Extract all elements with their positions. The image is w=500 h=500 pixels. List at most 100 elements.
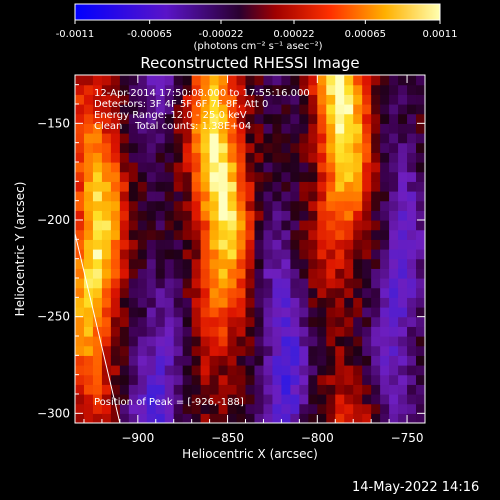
heatmap-cell bbox=[191, 258, 202, 269]
heatmap-cell bbox=[236, 297, 247, 308]
heatmap-cell bbox=[75, 210, 85, 221]
heatmap-cell bbox=[326, 403, 336, 414]
heatmap-cell bbox=[137, 394, 148, 405]
heatmap-cell bbox=[272, 365, 283, 376]
heatmap-cell bbox=[380, 162, 390, 173]
heatmap-cell bbox=[200, 336, 211, 347]
heatmap-cell bbox=[92, 316, 103, 327]
heatmap-cell bbox=[326, 413, 336, 423]
heatmap-cell bbox=[263, 133, 274, 144]
heatmap-cell bbox=[380, 316, 390, 327]
heatmap-cell bbox=[236, 403, 247, 414]
heatmap-cell bbox=[398, 123, 408, 134]
heatmap-cell bbox=[92, 365, 103, 376]
heatmap-cell bbox=[137, 316, 148, 327]
heatmap-cell bbox=[218, 181, 229, 192]
heatmap-cell bbox=[407, 162, 417, 173]
heatmap-cell bbox=[263, 394, 274, 405]
heatmap-cell bbox=[254, 374, 265, 385]
heatmap-cell bbox=[254, 94, 265, 105]
heatmap-cell bbox=[371, 297, 381, 308]
heatmap-cell bbox=[290, 394, 300, 405]
heatmap-cell bbox=[227, 152, 238, 163]
heatmap-cell bbox=[344, 210, 354, 221]
heatmap-cell bbox=[227, 181, 238, 192]
heatmap-cell bbox=[101, 326, 112, 337]
heatmap-cell bbox=[119, 113, 130, 124]
heatmap-cell bbox=[335, 200, 345, 211]
heatmap-cell bbox=[281, 75, 291, 86]
heatmap-cell bbox=[416, 336, 425, 347]
heatmap-cell bbox=[416, 403, 425, 414]
heatmap-cell bbox=[119, 336, 130, 347]
heatmap-cell bbox=[416, 220, 425, 231]
heatmap-cell bbox=[362, 336, 372, 347]
heatmap-cell bbox=[182, 413, 193, 423]
heatmap-cell bbox=[362, 374, 372, 385]
heatmap-cell bbox=[308, 94, 318, 105]
heatmap-cell bbox=[155, 278, 166, 289]
heatmap-cell bbox=[344, 200, 354, 211]
heatmap-cell bbox=[245, 200, 256, 211]
heatmap-cell bbox=[299, 307, 309, 318]
heatmap-cell bbox=[209, 229, 220, 240]
heatmap-cell bbox=[308, 113, 318, 124]
heatmap-cell bbox=[362, 171, 372, 182]
heatmap-cell bbox=[245, 181, 256, 192]
heatmap-cell bbox=[92, 374, 103, 385]
heatmap-cell bbox=[110, 113, 121, 124]
heatmap-cell bbox=[389, 326, 399, 337]
heatmap-cell bbox=[137, 326, 148, 337]
heatmap-cell bbox=[137, 75, 148, 86]
heatmap-cell bbox=[236, 413, 247, 423]
heatmap-cell bbox=[128, 384, 139, 395]
heatmap-cell bbox=[389, 113, 399, 124]
heatmap-cell bbox=[245, 162, 256, 173]
heatmap-cell bbox=[173, 413, 184, 423]
heatmap-cell bbox=[209, 307, 220, 318]
heatmap-cell bbox=[398, 113, 408, 124]
heatmap-cell bbox=[173, 326, 184, 337]
heatmap-cell bbox=[101, 152, 112, 163]
heatmap-cell bbox=[299, 75, 309, 86]
x-tick-label: −750 bbox=[391, 431, 424, 445]
y-tick-label: −250 bbox=[37, 310, 70, 324]
heatmap-cell bbox=[353, 403, 363, 414]
heatmap-cell bbox=[398, 278, 408, 289]
heatmap-cell bbox=[218, 336, 229, 347]
heatmap-cell bbox=[155, 403, 166, 414]
heatmap-cell bbox=[407, 413, 417, 423]
heatmap-cell bbox=[362, 191, 372, 202]
heatmap-cell bbox=[353, 210, 363, 221]
heatmap-cell bbox=[371, 394, 381, 405]
heatmap-cell bbox=[101, 123, 112, 134]
heatmap-cell bbox=[110, 123, 121, 134]
heatmap-cell bbox=[92, 394, 103, 405]
heatmap-cell bbox=[371, 268, 381, 279]
heatmap-cell bbox=[209, 181, 220, 192]
heatmap-cell bbox=[191, 365, 202, 376]
heatmap-cell bbox=[407, 326, 417, 337]
heatmap-cell bbox=[290, 316, 300, 327]
heatmap-cell bbox=[155, 84, 166, 95]
heatmap-cell bbox=[83, 374, 94, 385]
heatmap-cell bbox=[326, 297, 336, 308]
heatmap-cell bbox=[200, 84, 211, 95]
heatmap-cell bbox=[263, 278, 274, 289]
heatmap-cell bbox=[335, 268, 345, 279]
heatmap-cell bbox=[128, 84, 139, 95]
heatmap-cell bbox=[101, 181, 112, 192]
heatmap-cell bbox=[119, 75, 130, 86]
heatmap-cell bbox=[75, 191, 85, 202]
heatmap-cell bbox=[299, 152, 309, 163]
heatmap-cell bbox=[290, 142, 300, 153]
heatmap-cell bbox=[389, 297, 399, 308]
heatmap-cell bbox=[92, 345, 103, 356]
heatmap-cell bbox=[371, 75, 381, 86]
heatmap-cell bbox=[407, 384, 417, 395]
heatmap-cell bbox=[101, 249, 112, 260]
heatmap-cell bbox=[281, 394, 291, 405]
heatmap-cell bbox=[164, 142, 175, 153]
heatmap-cell bbox=[272, 345, 283, 356]
heatmap-cell bbox=[75, 278, 85, 289]
